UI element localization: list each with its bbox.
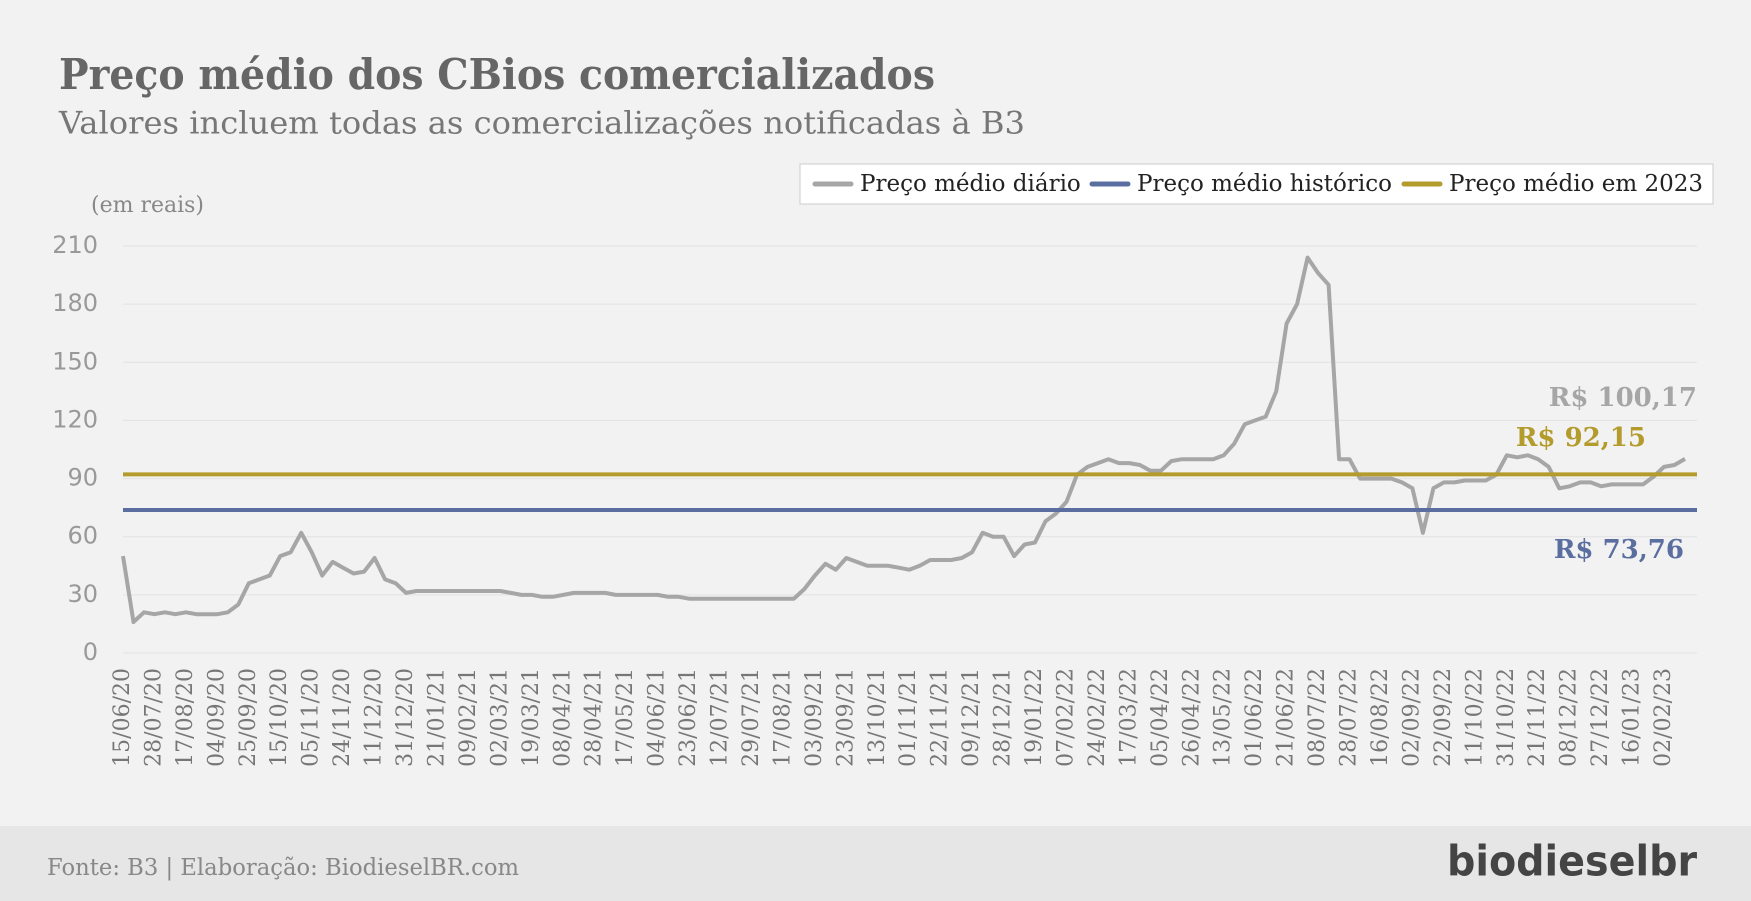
y-tick-label: 30 xyxy=(67,580,98,608)
x-tick-label: 02/03/21 xyxy=(487,668,512,767)
x-tick-label: 09/02/21 xyxy=(456,668,481,767)
x-tick-label: 28/04/21 xyxy=(582,668,607,767)
x-tick-label: 15/06/20 xyxy=(110,668,135,767)
x-tick-label: 31/12/20 xyxy=(393,668,418,767)
y-tick-label: 150 xyxy=(52,347,98,375)
brand-logo: biodieselbr xyxy=(1447,837,1697,886)
y-unit: (em reais) xyxy=(91,193,204,218)
x-tick-label: 02/02/23 xyxy=(1651,668,1676,767)
x-tick-label: 22/11/21 xyxy=(928,668,953,767)
x-tick-label: 27/12/22 xyxy=(1588,668,1613,767)
x-tick-label: 28/07/22 xyxy=(1337,668,1362,767)
x-tick-label: 25/09/20 xyxy=(236,668,261,767)
x-tick-label: 08/07/22 xyxy=(1305,668,1330,767)
x-tick-label: 13/05/22 xyxy=(1211,668,1236,767)
chart-title: Preço médio dos CBios comercializados xyxy=(59,50,935,99)
x-tick-label: 12/07/21 xyxy=(708,668,733,767)
x-tick-label: 01/06/22 xyxy=(1242,668,1267,767)
x-tick-label: 05/04/22 xyxy=(1148,668,1173,767)
legend-label: Preço médio diário xyxy=(860,171,1081,197)
x-tick-label: 24/02/22 xyxy=(1085,668,1110,767)
x-tick-label: 08/04/21 xyxy=(550,668,575,767)
x-tick-label: 16/08/22 xyxy=(1368,668,1393,767)
legend xyxy=(799,163,1714,205)
x-tick-label: 04/06/21 xyxy=(645,668,670,767)
x-tick-label: 02/09/22 xyxy=(1399,668,1424,767)
x-tick-label: 26/04/22 xyxy=(1179,668,1204,767)
chart-subtitle: Valores incluem todas as comercializaçõe… xyxy=(58,106,1025,142)
x-tick-label: 19/03/21 xyxy=(519,668,544,767)
reference-label: R$ 73,76 xyxy=(1554,535,1684,565)
x-tick-label: 28/12/21 xyxy=(991,668,1016,767)
x-tick-label: 08/12/22 xyxy=(1557,668,1582,767)
x-tick-label: 17/08/20 xyxy=(173,668,198,767)
x-tick-label: 21/11/22 xyxy=(1525,668,1550,767)
x-tick-label: 07/02/22 xyxy=(1053,668,1078,767)
x-tick-label: 31/10/22 xyxy=(1494,668,1519,767)
x-tick-label: 05/11/20 xyxy=(299,668,324,767)
x-tick-label: 22/09/22 xyxy=(1431,668,1456,767)
x-tick-label: 24/11/20 xyxy=(330,668,355,767)
y-tick-label: 180 xyxy=(52,289,98,317)
y-tick-label: 0 xyxy=(83,638,98,666)
y-tick-label: 90 xyxy=(67,464,98,492)
x-tick-label: 09/12/21 xyxy=(959,668,984,767)
x-tick-label: 21/01/21 xyxy=(424,668,449,767)
x-tick-label: 17/05/21 xyxy=(613,668,638,767)
data-line xyxy=(121,255,1687,624)
source: Fonte: B3 | Elaboração: BiodieselBR.com xyxy=(47,855,519,881)
x-tick-label: 04/09/20 xyxy=(204,668,229,767)
x-tick-label: 23/06/21 xyxy=(676,668,701,767)
reference-label: R$ 92,15 xyxy=(1516,423,1646,453)
y-tick-label: 120 xyxy=(52,405,98,433)
x-tick-label: 21/06/22 xyxy=(1274,668,1299,767)
x-tick-label: 29/07/21 xyxy=(739,668,764,767)
legend-label: Preço médio em 2023 xyxy=(1449,171,1703,197)
x-tick-label: 19/01/22 xyxy=(1022,668,1047,767)
x-tick-label: 15/10/20 xyxy=(267,668,292,767)
x-tick-label: 23/09/21 xyxy=(833,668,858,767)
x-tick-label: 03/09/21 xyxy=(802,668,827,767)
y-tick-label: 60 xyxy=(67,522,98,550)
x-tick-label: 16/01/23 xyxy=(1620,668,1645,767)
x-tick-label: 13/10/21 xyxy=(865,668,890,767)
legend-label: Preço médio histórico xyxy=(1137,171,1392,197)
end-label: R$ 100,17 xyxy=(1549,383,1697,413)
y-tick-label: 210 xyxy=(52,231,98,259)
x-tick-label: 28/07/20 xyxy=(141,668,166,767)
x-tick-label: 11/12/20 xyxy=(362,668,387,767)
x-tick-label: 17/03/22 xyxy=(1116,668,1141,767)
x-tick-label: 17/08/21 xyxy=(770,668,795,767)
footer-band xyxy=(0,826,1751,901)
x-tick-label: 11/10/22 xyxy=(1462,668,1487,767)
x-tick-label: 01/11/21 xyxy=(896,668,921,767)
